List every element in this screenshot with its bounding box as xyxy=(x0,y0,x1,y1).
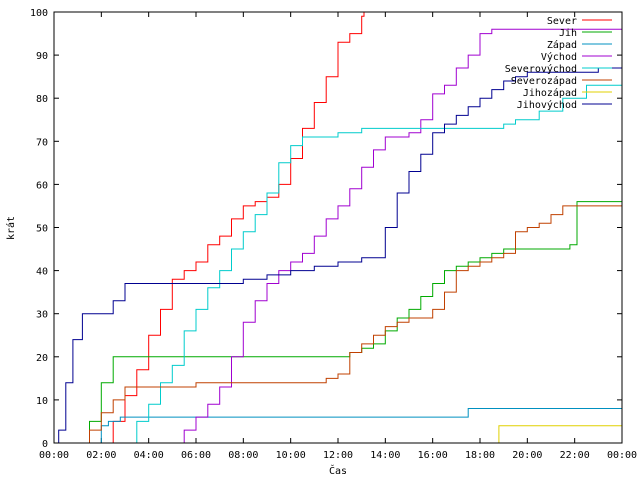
y-tick-label: 20 xyxy=(36,353,48,364)
y-tick-label: 90 xyxy=(36,51,48,62)
y-tick-label: 50 xyxy=(36,224,48,235)
legend-label: Severovýchod xyxy=(505,63,577,75)
x-tick-label: 14:00 xyxy=(370,450,400,461)
series-line-0 xyxy=(54,12,365,444)
x-tick-label: 02:00 xyxy=(86,450,116,461)
y-tick-label: 10 xyxy=(36,396,48,407)
x-tick-label: 20:00 xyxy=(512,450,542,461)
legend-label: Východ xyxy=(541,51,577,63)
y-tick-label: 80 xyxy=(36,94,48,105)
x-tick-label: 04:00 xyxy=(134,450,164,461)
series-line-5 xyxy=(54,205,622,444)
y-axis-label: krát xyxy=(5,216,17,240)
y-tick-label: 60 xyxy=(36,180,48,191)
series-line-4 xyxy=(54,76,623,444)
legend-label: Západ xyxy=(547,39,577,51)
series-line-1 xyxy=(54,201,622,444)
y-tick-label: 100 xyxy=(30,8,48,19)
y-tick-label: 0 xyxy=(42,439,48,450)
legend-label: Sever xyxy=(547,16,577,27)
x-tick-label: 00:00 xyxy=(39,450,69,461)
x-tick-label: 08:00 xyxy=(228,450,258,461)
y-tick-label: 30 xyxy=(36,310,48,321)
x-tick-label: 12:00 xyxy=(323,450,353,461)
y-tick-label: 70 xyxy=(36,137,48,148)
series-line-7 xyxy=(54,67,622,444)
series-line-3 xyxy=(54,28,622,444)
x-axis-label: Čas xyxy=(329,464,347,477)
x-tick-label: 06:00 xyxy=(181,450,211,461)
legend-label: Jih xyxy=(559,28,577,39)
legend-label: Jihozápad xyxy=(523,87,577,99)
legend-label: Jihovýchod xyxy=(517,99,577,111)
legend-label: Severozápad xyxy=(511,75,577,87)
x-tick-label: 16:00 xyxy=(418,450,448,461)
plot-frame xyxy=(53,11,623,444)
x-tick-label: 22:00 xyxy=(560,450,590,461)
x-tick-label: 00:00 xyxy=(607,450,637,461)
x-tick-label: 10:00 xyxy=(276,450,306,461)
y-tick-label: 40 xyxy=(36,267,48,278)
x-tick-label: 18:00 xyxy=(465,450,495,461)
